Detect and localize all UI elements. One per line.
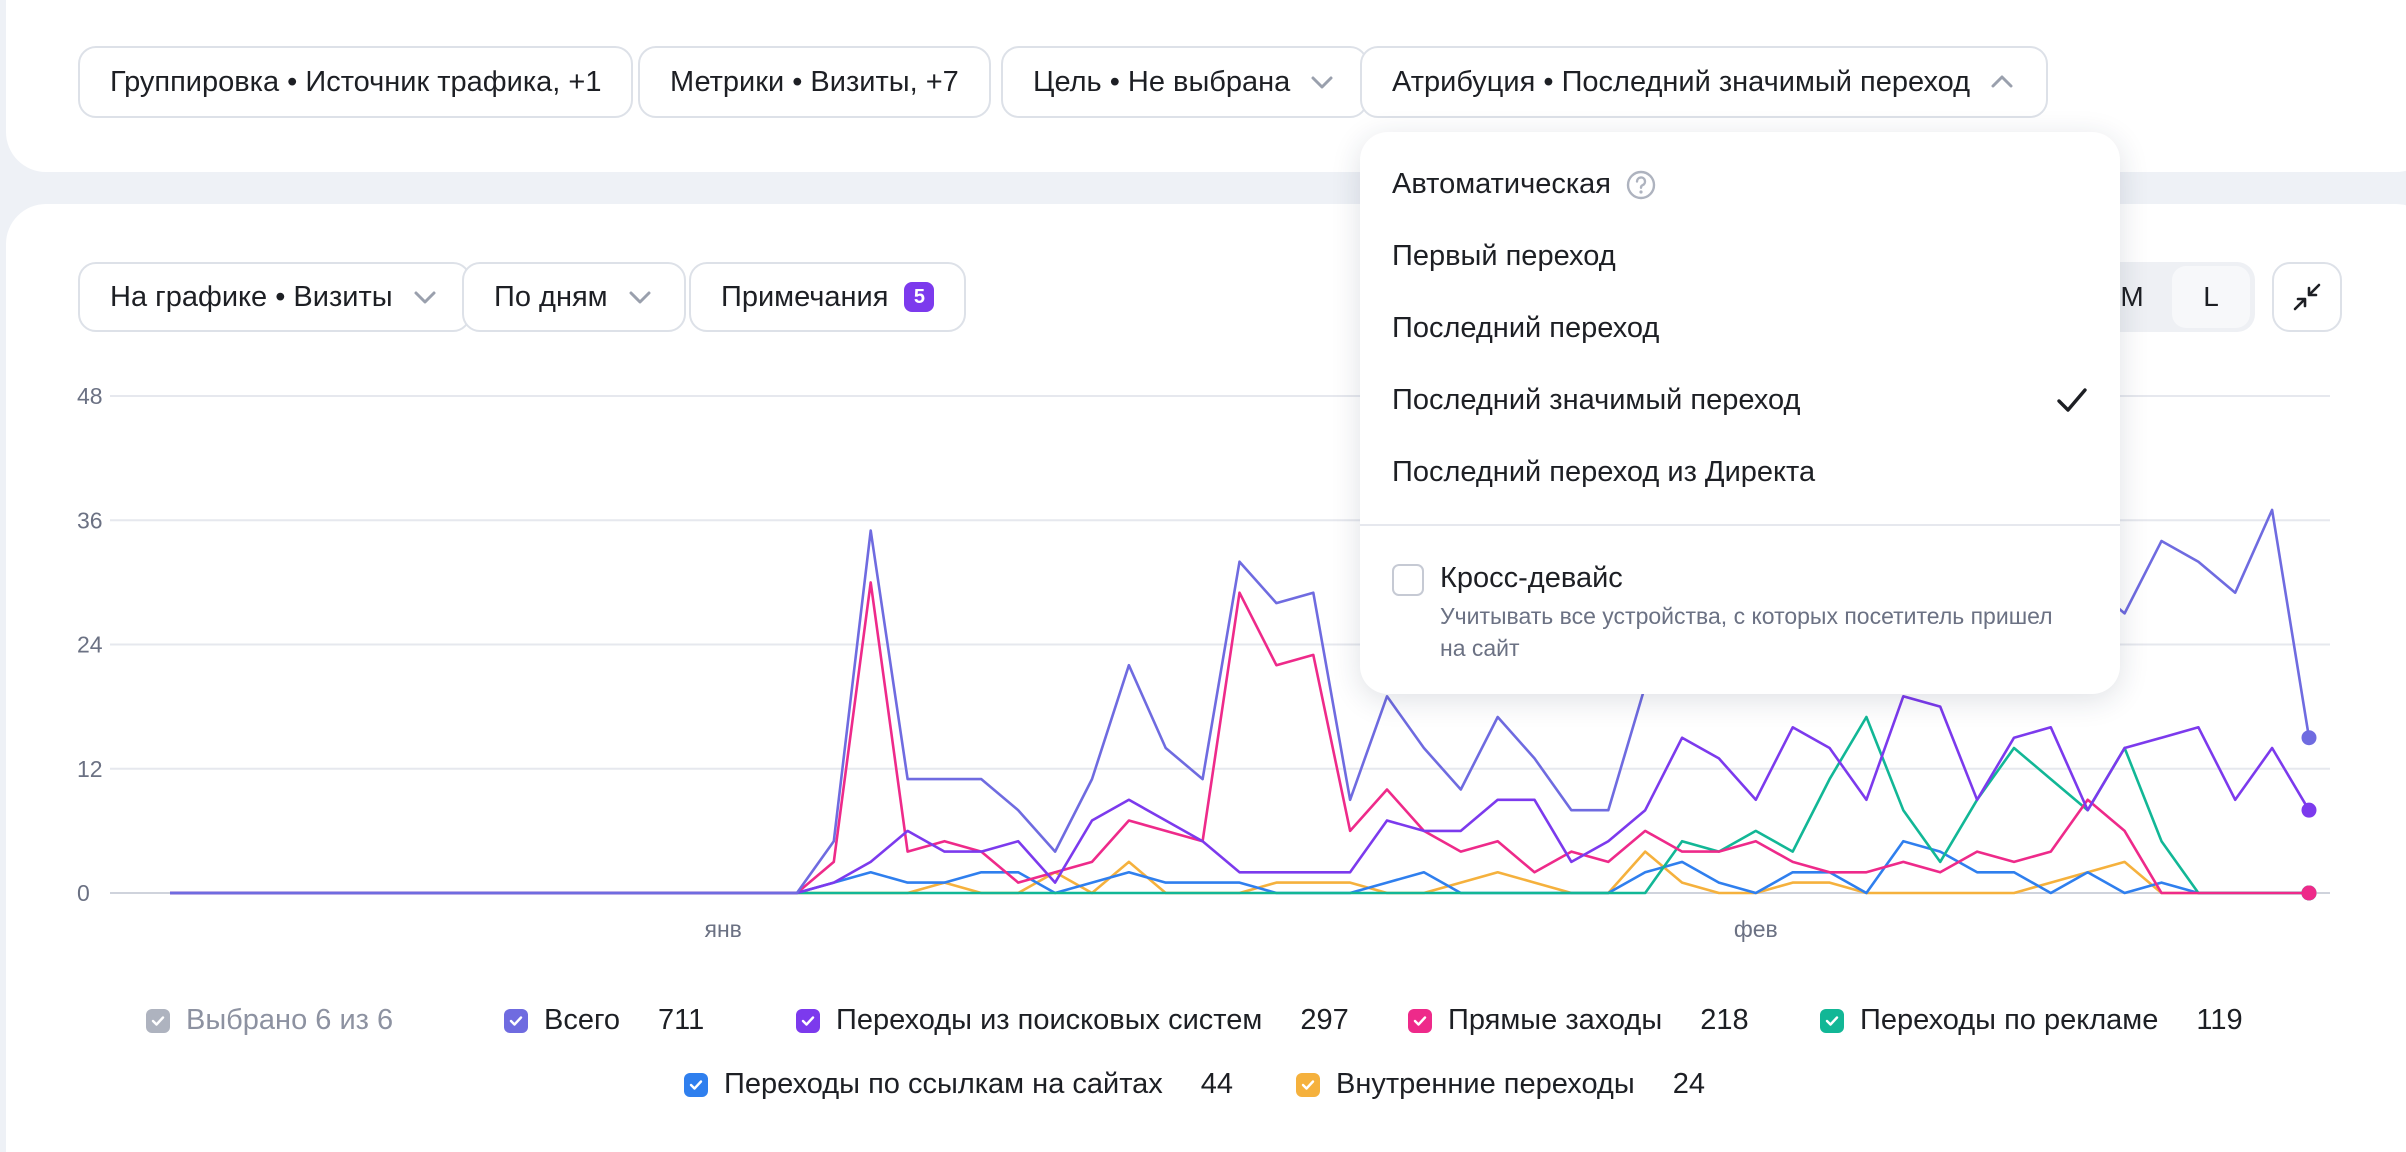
checkbox-check-icon — [1820, 1008, 1844, 1033]
chevron-down-icon — [1308, 68, 1336, 96]
series-line — [170, 839, 2309, 895]
on-chart-metric-label: На графике • Визиты — [110, 280, 393, 313]
attribution-filter-label: Атрибуция • Последний значимый переход — [1392, 65, 1971, 98]
y-tick-label: 0 — [77, 880, 90, 906]
legend-item[interactable]: Переходы из поисковых систем 297 — [796, 1004, 1349, 1037]
cross-device-label: Кросс-девайс — [1440, 562, 1623, 594]
metrics-filter-label: Метрики • Визиты, +7 — [670, 65, 959, 98]
series-line — [170, 694, 2311, 895]
legend-item[interactable]: Прямые заходы 218 — [1408, 1004, 1749, 1037]
attribution-option-first[interactable]: Первый переход — [1392, 240, 1616, 273]
period-label: По дням — [494, 280, 608, 313]
grouping-filter-label: Группировка • Источник трафика, +1 — [110, 65, 602, 98]
legend-item-name: Прямые заходы — [1448, 1004, 1663, 1036]
check-icon — [2057, 388, 2087, 412]
attribution-option-label: Автоматическая — [1392, 168, 1612, 200]
checkbox-check-icon — [1296, 1072, 1320, 1097]
attribution-option-label: Последний переход из Директа — [1392, 456, 1816, 488]
y-tick-label: 12 — [77, 756, 103, 782]
attribution-option-label: Последний переход — [1392, 312, 1660, 344]
checkbox-check-icon — [684, 1072, 708, 1097]
legend-select-all-label: Выбрано 6 из 6 — [186, 1004, 394, 1036]
attribution-option-last[interactable]: Последний переход — [1392, 312, 1659, 345]
legend-item-value: 24 — [1672, 1068, 1705, 1100]
attribution-option-last-direct[interactable]: Последний переход из Директа — [1392, 456, 1815, 489]
series-end-point[interactable] — [2301, 885, 2317, 901]
size-l-button[interactable]: L — [2172, 266, 2250, 328]
legend-item[interactable]: Переходы по рекламе 119 — [1820, 1004, 2243, 1037]
help-icon[interactable] — [1625, 169, 1657, 201]
legend-item-value: 297 — [1300, 1004, 1349, 1036]
notes-label: Примечания — [721, 280, 889, 313]
y-tick-label: 24 — [77, 632, 103, 658]
cross-device-hint: Учитывать все устройства, с которых посе… — [1440, 603, 2053, 661]
checkbox-check-icon — [1408, 1008, 1432, 1033]
legend-item[interactable]: Всего 711 — [504, 1004, 704, 1037]
legend-item-value: 711 — [658, 1004, 705, 1036]
x-tick-label: фев — [1734, 916, 1778, 942]
cross-device-checkbox[interactable] — [1392, 564, 1424, 596]
legend-item-value: 44 — [1200, 1068, 1234, 1100]
chevron-down-icon — [411, 283, 439, 311]
legend-item-name: Переходы по рекламе — [1860, 1004, 2159, 1036]
legend-item-name: Переходы из поисковых систем — [836, 1004, 1263, 1036]
legend-item-name: Внутренние переходы — [1336, 1068, 1635, 1100]
attribution-option-last-significant[interactable]: Последний значимый переход — [1392, 384, 1800, 417]
goal-filter-button[interactable]: Цель • Не выбрана — [1001, 46, 1369, 118]
y-tick-label: 36 — [77, 507, 103, 533]
attribution-option-label: Первый переход — [1392, 240, 1616, 272]
notes-count-badge: 5 — [904, 282, 935, 312]
period-button[interactable]: По дням — [462, 262, 686, 332]
notes-button[interactable]: Примечания 5 — [689, 262, 967, 332]
legend-item-name: Переходы по ссылкам на сайтах — [724, 1068, 1163, 1100]
x-tick-label: янв — [705, 916, 742, 942]
attribution-dropdown: Автоматическая Первый переход Последний … — [1360, 132, 2120, 694]
legend-item-name: Всего — [544, 1004, 621, 1036]
legend-item-value: 218 — [1700, 1004, 1749, 1036]
legend-select-all[interactable]: Выбрано 6 из 6 — [146, 1004, 393, 1037]
collapse-button[interactable] — [2272, 262, 2342, 332]
chevron-down-icon — [626, 283, 654, 311]
legend-item-value: 119 — [2196, 1004, 2243, 1036]
checkbox-check-icon — [504, 1008, 528, 1033]
goal-filter-label: Цель • Не выбрана — [1033, 65, 1291, 98]
on-chart-metric-button[interactable]: На графике • Визиты — [78, 262, 471, 332]
metrics-filter-button[interactable]: Метрики • Визиты, +7 — [638, 46, 991, 118]
dropdown-divider — [1360, 524, 2120, 526]
collapse-icon — [2293, 283, 2321, 311]
grouping-filter-button[interactable]: Группировка • Источник трафика, +1 — [78, 46, 634, 118]
attribution-option-label: Последний значимый переход — [1392, 384, 1801, 416]
attribution-filter-button[interactable]: Атрибуция • Последний значимый переход — [1360, 46, 2049, 118]
chevron-up-icon — [1988, 68, 2016, 96]
series-end-point[interactable] — [2301, 802, 2317, 818]
series-line — [170, 715, 2309, 895]
attribution-option-auto[interactable]: Автоматическая — [1392, 168, 1657, 201]
checkbox-check-icon — [796, 1008, 820, 1033]
legend-item[interactable]: Переходы по ссылкам на сайтах 44 — [684, 1068, 1233, 1101]
series-end-point[interactable] — [2301, 730, 2317, 746]
y-tick-label: 48 — [77, 383, 103, 409]
legend-item[interactable]: Внутренние переходы 24 — [1296, 1068, 1705, 1101]
checkbox-check-icon — [146, 1008, 170, 1033]
size-m-button[interactable]: M — [2120, 281, 2144, 312]
